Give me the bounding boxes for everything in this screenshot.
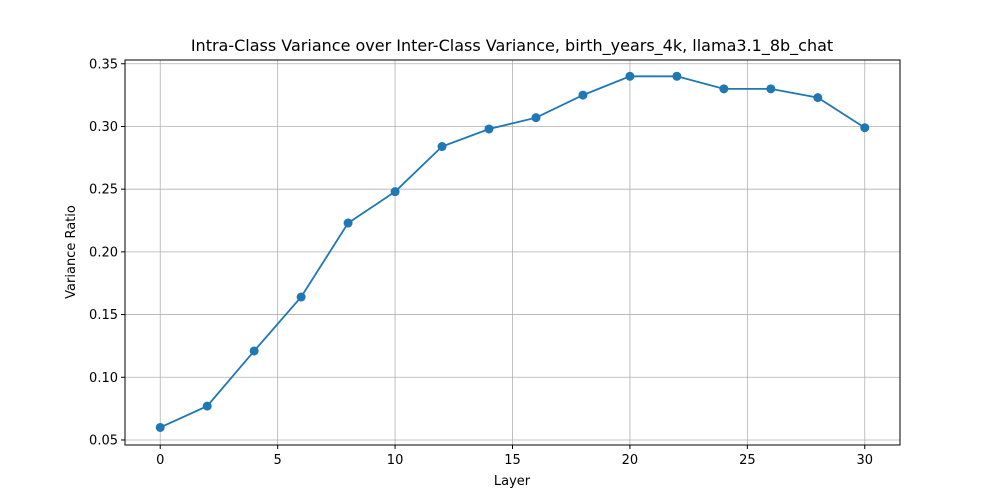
y-tick-label: 0.30 — [89, 120, 118, 135]
grid — [125, 60, 900, 445]
data-point — [155, 422, 165, 432]
x-tick-label: 15 — [504, 453, 521, 468]
data-point — [437, 142, 447, 152]
x-tick-label: 30 — [856, 453, 873, 468]
ticks: 0 5 10 15 20 25 30 0.05 0.10 0.15 0.20 0.25 0.30 0.35 — [89, 57, 873, 468]
data-point — [296, 292, 306, 302]
data-point — [860, 123, 870, 133]
data-point — [719, 84, 729, 94]
data-point — [484, 124, 494, 134]
data-point — [343, 218, 353, 228]
x-tick-label: 10 — [387, 453, 404, 468]
y-tick-label: 0.35 — [89, 57, 118, 72]
data-point — [531, 113, 541, 123]
series-line — [159, 75, 866, 429]
data-point — [766, 84, 776, 94]
y-tick-label: 0.15 — [89, 308, 118, 323]
y-axis-label: Variance Ratio — [64, 205, 79, 299]
data-point — [578, 90, 588, 100]
data-point — [390, 187, 400, 197]
data-point — [625, 71, 635, 81]
y-tick-label: 0.20 — [89, 245, 118, 260]
x-tick-label: 25 — [739, 453, 756, 468]
x-tick-label: 0 — [156, 453, 164, 468]
x-axis-label: Layer — [494, 474, 531, 489]
data-point — [202, 401, 212, 411]
x-tick-label: 20 — [622, 453, 639, 468]
data-point — [672, 71, 682, 81]
series-group — [155, 71, 870, 432]
chart-title: Intra-Class Variance over Inter-Class Va… — [191, 36, 833, 56]
y-tick-label: 0.10 — [89, 371, 118, 386]
y-tick-label: 0.25 — [89, 183, 118, 198]
data-point — [249, 346, 259, 356]
y-tick-label: 0.05 — [89, 433, 118, 448]
x-tick-label: 5 — [274, 453, 282, 468]
data-point — [813, 93, 823, 103]
